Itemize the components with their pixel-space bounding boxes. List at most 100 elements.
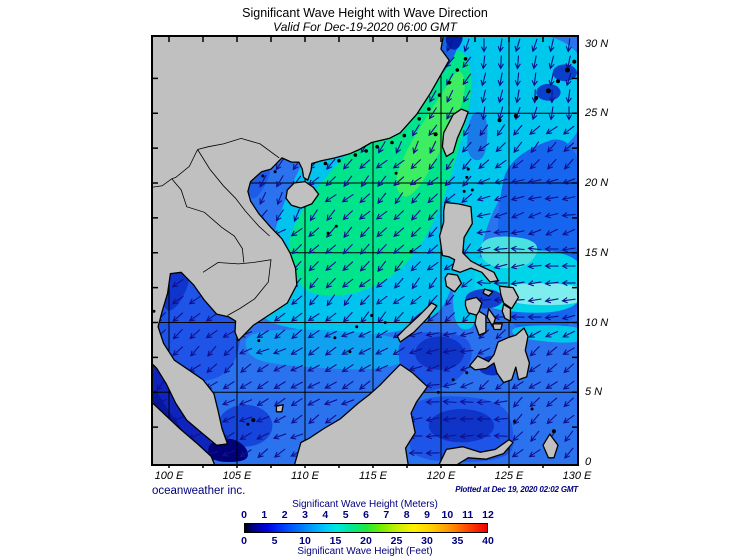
map-border xyxy=(151,35,579,466)
legend-meters-tick-6: 6 xyxy=(363,509,369,521)
valid-time-subtitle: Valid For Dec-19-2020 06:00 GMT xyxy=(273,20,457,34)
legend-meters-tick-3: 3 xyxy=(302,509,308,521)
island-dots xyxy=(153,57,577,434)
island-dot xyxy=(409,249,413,253)
legend-feet-tick-5: 5 xyxy=(271,535,278,547)
island-dot xyxy=(436,390,440,394)
island-dot xyxy=(512,420,516,423)
legend-feet-tick-35: 35 xyxy=(451,535,464,547)
island-dot xyxy=(466,167,470,171)
land-luzon xyxy=(438,201,499,283)
island-dot xyxy=(337,158,341,163)
island-dot xyxy=(251,418,256,423)
lat-label-15: 15 N xyxy=(585,246,609,259)
island-dot xyxy=(556,79,560,84)
island-dot xyxy=(273,170,277,174)
legend-meters-tick-10: 10 xyxy=(441,509,454,521)
country-borders xyxy=(153,137,280,316)
wave-zone-celebes-dark xyxy=(428,409,494,443)
page-title: Significant Wave Height with Wave Direct… xyxy=(242,6,488,20)
legend-meters-tick-9: 9 xyxy=(424,509,430,521)
legend-meters-title: Significant Wave Height (Meters) xyxy=(292,499,438,510)
island-dot xyxy=(427,107,431,111)
island-dot xyxy=(534,95,539,100)
island-dot xyxy=(370,314,374,317)
lon-label-110: 110 E xyxy=(291,470,319,482)
lon-label-105: 105 E xyxy=(222,470,252,482)
island-dot xyxy=(375,144,379,149)
land-mindoro xyxy=(444,273,463,293)
island-dot xyxy=(451,378,455,382)
island-dot xyxy=(530,407,534,411)
island-dot xyxy=(355,325,359,329)
lat-label-10: 10 N xyxy=(585,316,609,329)
island-dot xyxy=(334,224,338,228)
land-halmahera xyxy=(542,433,559,459)
island-dot xyxy=(246,422,250,426)
legend-feet-tick-30: 30 xyxy=(421,535,433,547)
lon-label-120: 120 E xyxy=(426,470,456,482)
island-dot xyxy=(572,59,577,64)
island-dot xyxy=(383,321,387,324)
island-dot xyxy=(323,161,328,166)
credit-text: oceanweather inc. xyxy=(152,485,246,497)
land-masbate xyxy=(482,288,494,297)
island-dot xyxy=(333,336,337,340)
island-dot xyxy=(348,350,352,354)
legend-meters-tick-1: 1 xyxy=(261,509,268,521)
island-dot xyxy=(417,117,422,121)
legend-feet-tick-10: 10 xyxy=(299,535,311,547)
island-dot xyxy=(447,80,452,85)
legend-feet-tick-40: 40 xyxy=(482,535,494,547)
plotted-timestamp: Plotted at Dec 19, 2020 02:02 GMT xyxy=(455,485,578,494)
land-mainland xyxy=(153,37,450,446)
island-dot xyxy=(551,429,556,434)
land-sulawesi xyxy=(438,439,514,464)
island-dot xyxy=(353,153,358,157)
land-natuna xyxy=(275,404,284,413)
island-dot xyxy=(462,189,466,193)
wave-zone-sulu-dark xyxy=(415,336,465,370)
island-dot xyxy=(326,231,330,235)
legend-meters-tick-2: 2 xyxy=(281,509,288,521)
island-dot xyxy=(465,175,469,179)
land-negros xyxy=(474,310,487,336)
land-mindanao xyxy=(468,327,531,384)
island-dot xyxy=(470,188,474,192)
island-dot xyxy=(465,371,469,375)
land-masses xyxy=(153,37,559,464)
legend-feet-tick-25: 25 xyxy=(390,535,403,547)
lat-label-0: 0 xyxy=(585,456,592,468)
land-leyte xyxy=(501,303,512,322)
legend-feet-tick-20: 20 xyxy=(360,535,372,547)
island-dot xyxy=(257,339,261,343)
lat-label-30: 30 N xyxy=(585,37,609,50)
legend-meters-tick-0: 0 xyxy=(241,509,247,521)
island-dot xyxy=(364,149,369,153)
lat-label-5: 5 N xyxy=(585,386,603,399)
island-dot xyxy=(261,174,265,178)
lon-label-100: 100 E xyxy=(154,470,184,482)
map-layers xyxy=(153,37,577,464)
land-sumatra xyxy=(153,402,216,464)
legend-feet-tick-15: 15 xyxy=(329,535,342,547)
land-palawan xyxy=(396,302,438,343)
legend-meters-tick-5: 5 xyxy=(342,509,349,521)
island-dot xyxy=(402,133,407,138)
legend-feet-title: Significant Wave Height (Feet) xyxy=(297,546,433,557)
legend-feet-tick-0: 0 xyxy=(241,535,247,547)
island-dot xyxy=(545,88,551,94)
legend-meters-tick-4: 4 xyxy=(322,509,329,521)
island-dot xyxy=(513,114,518,118)
legend-meters-tick-8: 8 xyxy=(403,509,410,521)
lon-label-125: 125 E xyxy=(494,470,524,482)
wave-zone-ryukyu-dark-2 xyxy=(552,64,577,82)
lat-label-20: 20 N xyxy=(585,177,609,189)
island-dot xyxy=(153,309,156,313)
island-dot xyxy=(565,67,570,73)
legend-colorbar xyxy=(244,523,488,533)
land-taiwan xyxy=(441,108,469,158)
legend-meters-tick-11: 11 xyxy=(462,509,474,521)
